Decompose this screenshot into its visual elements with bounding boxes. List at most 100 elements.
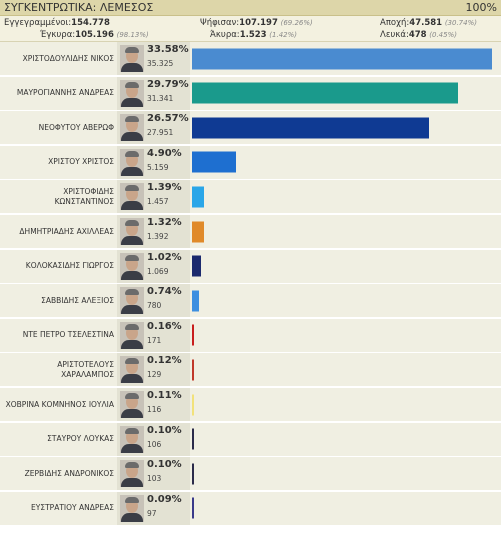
candidate-percent: 0.16% xyxy=(147,320,182,332)
candidate-row: ΑΡΙΣΤΟΤΕΛΟΥΣ ΧΑΡΑΛΑΜΠΟΣ 0.12% 129 xyxy=(0,353,501,388)
candidate-row: ΜΑΥΡΟΓΙΑΝΝΗΣ ΑΝΔΡΕΑΣ 29.79% 31.341 xyxy=(0,76,501,111)
candidate-votes: 1.069 xyxy=(147,266,169,276)
candidate-name: ΧΡΙΣΤΟΥ ΧΡΙΣΤΟΣ xyxy=(48,157,114,167)
candidate-row: ΕΥΣΤΡΑΤΙΟΥ ΑΝΔΡΕΑΣ 0.09% 97 xyxy=(0,491,501,526)
candidate-name-cell: ΣΤΑΥΡΟΥ ΛΟΥΚΑΣ xyxy=(0,422,117,456)
avatar xyxy=(120,183,144,211)
blank-stat: Λευκά:478 (0.45%) xyxy=(380,30,457,40)
candidate-votes: 103 xyxy=(147,474,162,484)
candidate-name: ΖΕΡΒΙΔΗΣ ΑΝΔΡΟΝΙΚΟΣ xyxy=(24,468,114,478)
vote-share-bar xyxy=(192,255,202,277)
candidate-row: ΝΕΟΦΥΤΟΥ ΑΒΕΡΩΦ 26.57% 27.951 xyxy=(0,111,501,146)
bar-cell xyxy=(190,76,501,110)
bar-cell xyxy=(190,180,501,214)
candidate-photo-cell: 1.02% 1.069 xyxy=(117,249,190,283)
candidate-name: ΔΗΜΗΤΡΙΑΔΗΣ ΑΧΙΛΛΕΑΣ xyxy=(19,226,114,236)
candidate-percent: 1.02% xyxy=(147,251,182,263)
vote-share-bar xyxy=(192,497,194,519)
candidate-percent: 29.79% xyxy=(147,78,189,90)
candidate-photo-cell: 29.79% 31.341 xyxy=(117,76,190,110)
candidate-name-cell: ΝΕΟΦΥΤΟΥ ΑΒΕΡΩΦ xyxy=(0,111,117,145)
vote-share-bar xyxy=(192,394,194,415)
candidate-name: ΧΡΙΣΤΟΦΙΔΗΣ ΚΩΝΣΤΑΝΤΙΝΟΣ xyxy=(54,186,114,206)
candidate-row: ΧΡΙΣΤΟΥ ΧΡΙΣΤΟΣ 4.90% 5.159 xyxy=(0,145,501,180)
avatar xyxy=(120,148,144,176)
candidate-votes: 35.325 xyxy=(147,59,174,68)
candidate-row: ΝΤΕ ΠΕΤΡΟ ΤΣΕΛΕΣΤΙΝΑ 0.16% 171 xyxy=(0,318,501,353)
bar-cell xyxy=(190,422,501,456)
avatar xyxy=(120,425,144,453)
candidate-name-cell: ΑΡΙΣΤΟΤΕΛΟΥΣ ΧΑΡΑΛΑΜΠΟΣ xyxy=(0,353,117,387)
candidate-percent: 0.12% xyxy=(147,355,182,367)
bar-cell xyxy=(190,353,501,387)
candidate-name: ΝΤΕ ΠΕΤΡΟ ΤΣΕΛΕΣΤΙΝΑ xyxy=(22,330,114,340)
avatar xyxy=(120,460,144,488)
candidate-name-cell: ΧΡΙΣΤΟΦΙΔΗΣ ΚΩΝΣΤΑΝΤΙΝΟΣ xyxy=(0,180,117,214)
candidate-row: ΧΡΙΣΤΟΦΙΔΗΣ ΚΩΝΣΤΑΝΤΙΝΟΣ 1.39% 1.457 xyxy=(0,180,501,215)
candidate-votes: 116 xyxy=(147,405,162,414)
candidate-votes: 106 xyxy=(147,439,162,449)
candidate-percent: 1.32% xyxy=(147,217,182,228)
candidate-votes: 171 xyxy=(147,335,162,345)
registered-stat: Εγγεγραμμένοι:154.778 xyxy=(4,18,110,28)
candidate-photo-cell: 4.90% 5.159 xyxy=(117,145,190,179)
candidate-votes: 27.951 xyxy=(147,128,174,138)
candidate-name-cell: ΧΡΙΣΤΟΥ ΧΡΙΣΤΟΣ xyxy=(0,145,117,179)
bar-cell xyxy=(190,284,501,318)
counted-progress: 100% xyxy=(465,1,497,14)
bar-cell xyxy=(190,457,501,491)
avatar xyxy=(120,391,144,418)
candidate-row: ΔΗΜΗΤΡΙΑΔΗΣ ΑΧΙΛΛΕΑΣ 1.32% 1.392 xyxy=(0,215,501,249)
candidate-votes: 97 xyxy=(147,508,157,518)
vote-share-bar xyxy=(192,82,459,104)
candidate-percent: 4.90% xyxy=(147,147,182,159)
candidate-percent: 1.39% xyxy=(147,182,182,194)
candidate-votes: 5.159 xyxy=(147,162,169,172)
candidate-percent: 26.57% xyxy=(147,113,189,125)
candidate-photo-cell: 0.10% 106 xyxy=(117,422,190,456)
candidate-photo-cell: 0.16% 171 xyxy=(117,318,190,352)
invalid-stat: Άκυρα:1.523 (1.42%) xyxy=(210,30,297,40)
avatar xyxy=(120,79,144,107)
candidate-percent: 33.58% xyxy=(147,44,189,55)
valid-stat: Έγκυρα:105.196 (98.13%) xyxy=(40,30,149,40)
avatar xyxy=(120,252,144,280)
vote-share-bar xyxy=(192,221,204,242)
candidate-row: ΣΑΒΒΙΔΗΣ ΑΛΕΞΙΟΣ 0.74% 780 xyxy=(0,284,501,319)
candidate-photo-cell: 0.74% 780 xyxy=(117,284,190,318)
candidate-name-cell: ΜΑΥΡΟΓΙΑΝΝΗΣ ΑΝΔΡΕΑΣ xyxy=(0,76,117,110)
candidate-votes: 31.341 xyxy=(147,93,174,103)
candidate-photo-cell: 0.11% 116 xyxy=(117,388,190,421)
avatar xyxy=(120,287,144,315)
candidate-percent: 0.10% xyxy=(147,459,182,471)
bar-cell xyxy=(190,111,501,145)
candidate-photo-cell: 0.12% 129 xyxy=(117,353,190,387)
bar-cell xyxy=(190,388,501,421)
candidate-row: ΖΕΡΒΙΔΗΣ ΑΝΔΡΟΝΙΚΟΣ 0.10% 103 xyxy=(0,457,501,492)
bar-cell xyxy=(190,42,501,75)
vote-share-bar xyxy=(192,151,236,173)
bar-cell xyxy=(190,145,501,179)
candidate-name: ΑΡΙΣΤΟΤΕΛΟΥΣ ΧΑΡΑΛΑΜΠΟΣ xyxy=(57,359,114,379)
avatar xyxy=(120,494,144,522)
candidate-name: ΚΟΛΟΚΑΣΙΔΗΣ ΓΙΩΡΓΟΣ xyxy=(25,261,114,271)
candidate-name-cell: ΕΥΣΤΡΑΤΙΟΥ ΑΝΔΡΕΑΣ xyxy=(0,491,117,525)
candidate-photo-cell: 1.32% 1.392 xyxy=(117,215,190,248)
candidate-name-cell: ΚΟΛΟΚΑΣΙΔΗΣ ΓΙΩΡΓΟΣ xyxy=(0,249,117,283)
candidate-votes: 780 xyxy=(147,301,162,311)
avatar xyxy=(120,218,144,245)
avatar xyxy=(120,114,144,142)
candidate-percent: 0.11% xyxy=(147,390,182,401)
abstention-stat: Αποχή:47.581 (30.74%) xyxy=(380,18,477,28)
bar-cell xyxy=(190,318,501,352)
vote-share-bar xyxy=(192,428,194,450)
candidate-percent: 0.10% xyxy=(147,424,182,436)
vote-share-bar xyxy=(192,290,199,312)
vote-share-bar xyxy=(192,117,430,139)
avatar xyxy=(120,356,144,384)
bar-cell xyxy=(190,215,501,248)
candidate-name-cell: ΝΤΕ ΠΕΤΡΟ ΤΣΕΛΕΣΤΙΝΑ xyxy=(0,318,117,352)
candidate-name-cell: ΣΑΒΒΙΔΗΣ ΑΛΕΞΙΟΣ xyxy=(0,284,117,318)
vote-share-bar xyxy=(192,463,194,485)
